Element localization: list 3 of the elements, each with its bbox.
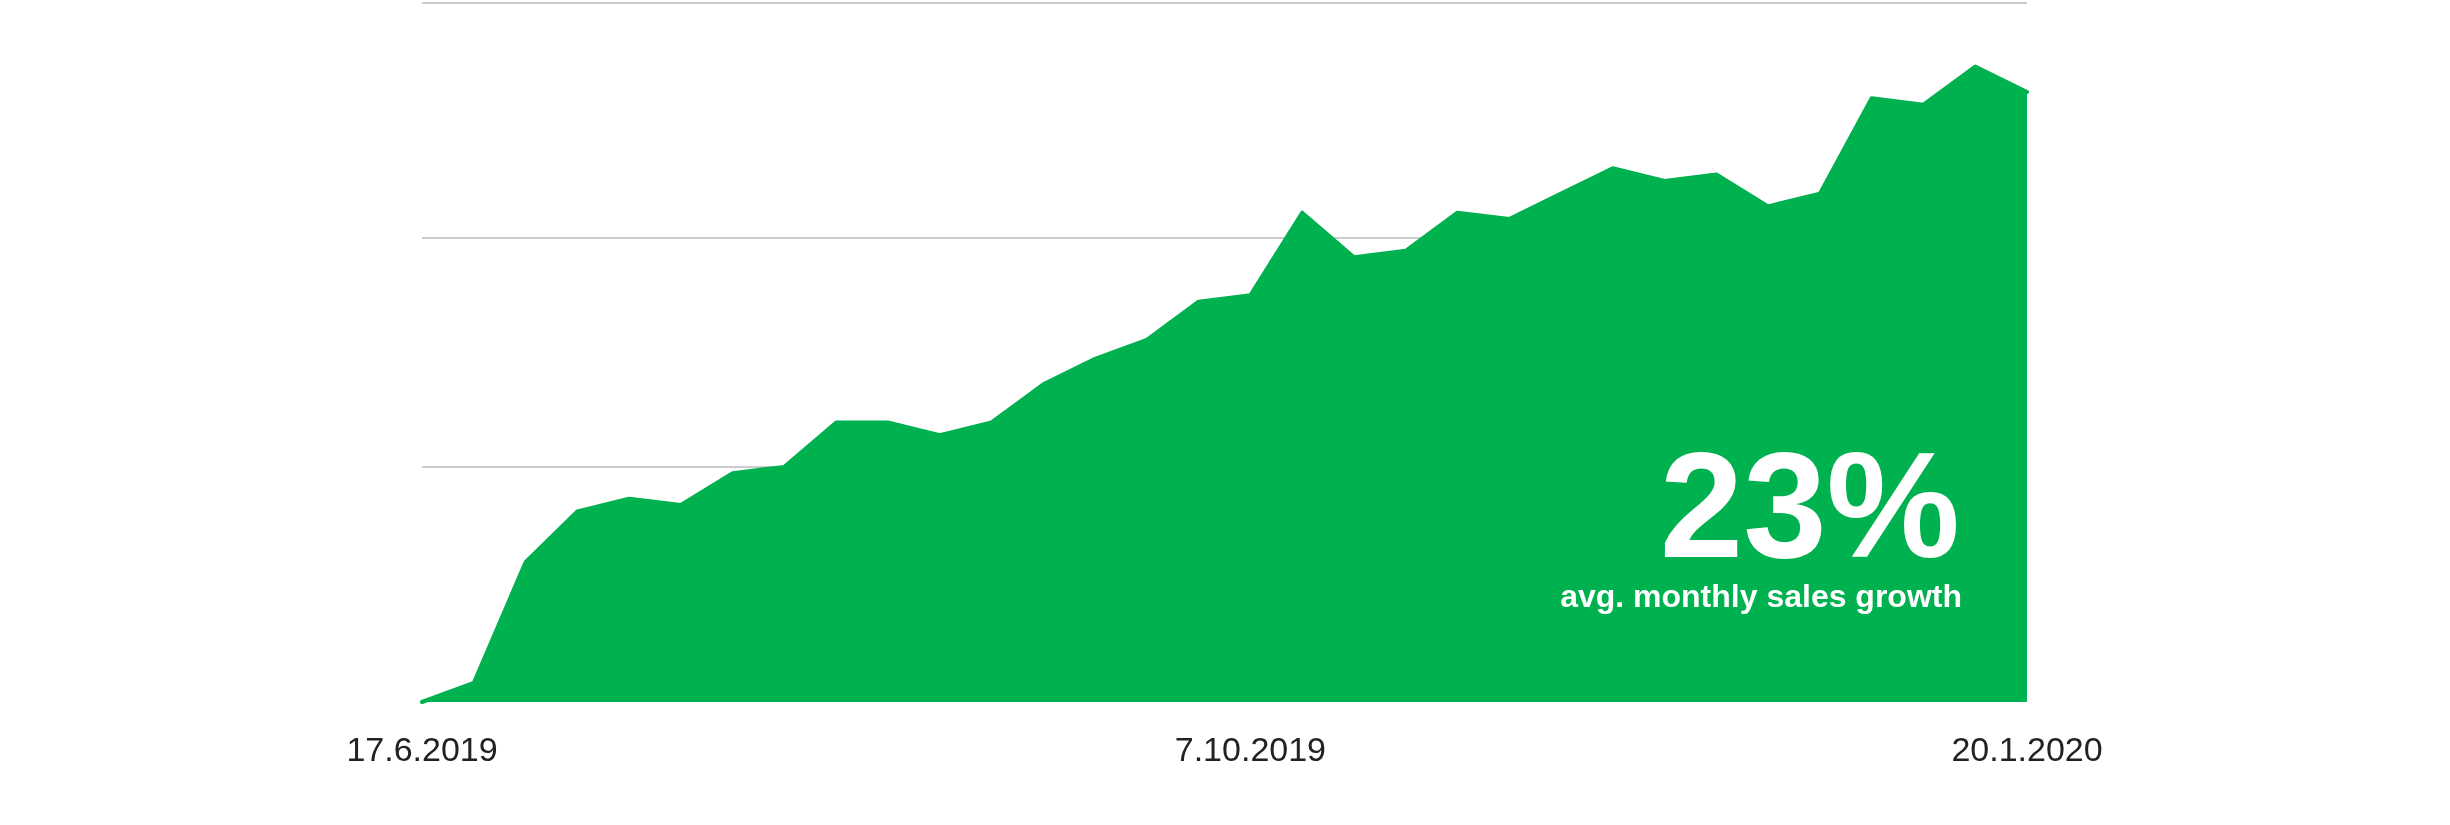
x-tick-label: 7.10.2019 — [1174, 730, 1327, 768]
x-tick-label: 17.6.2019 — [346, 730, 498, 768]
x-tick-label: 20.1.2020 — [1951, 730, 2103, 768]
